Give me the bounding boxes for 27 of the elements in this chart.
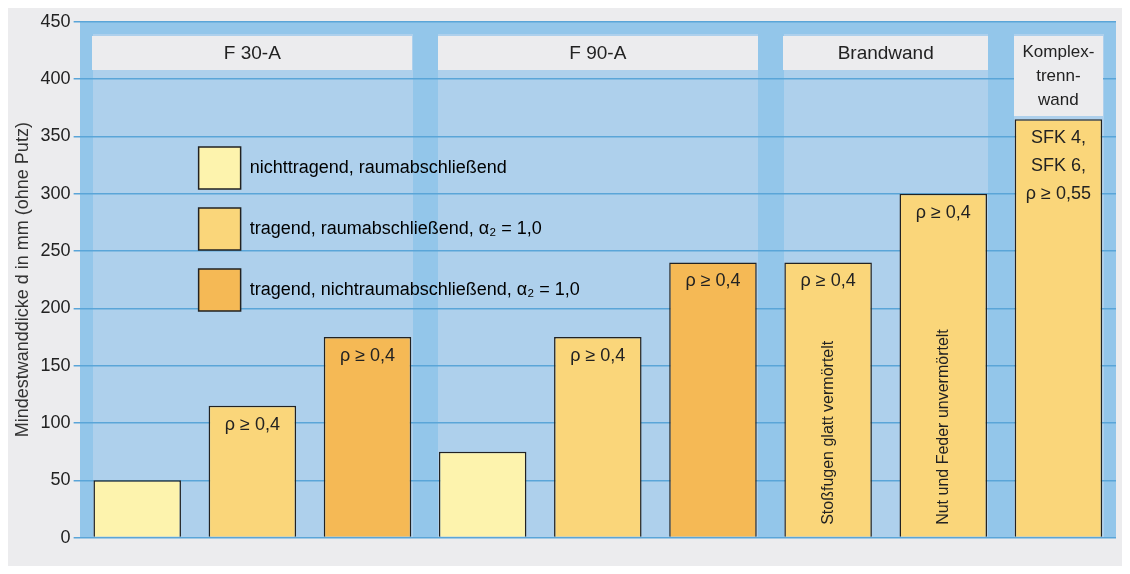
y-tick-label: 150 — [40, 354, 71, 375]
data-label: ρ ≥ 0,4 — [800, 270, 856, 291]
legend-label: nichttragend, raumabschließend — [249, 156, 507, 177]
data-label: ρ ≥ 0,4 — [570, 344, 626, 365]
y-tick-label: 400 — [40, 68, 71, 89]
y-tick-label: 300 — [40, 182, 71, 203]
annotation: Stoßfugen glatt vermörtelt — [818, 340, 836, 525]
annotation: Nut und Feder unvermörtelt — [933, 328, 951, 525]
header-box: Brandwand — [783, 35, 988, 70]
legend-label: tragend, nichtraumabschließend, α₂ = 1,0 — [249, 278, 580, 299]
header-box: Komplex- trenn- wand — [1013, 35, 1104, 116]
data-label: ρ ≥ 0,4 — [685, 270, 741, 291]
y-tick-label: 50 — [50, 469, 71, 490]
y-tick-label: 0 — [60, 526, 71, 547]
y-tick-label: 450 — [40, 10, 71, 31]
data-label: ρ ≥ 0,4 — [915, 201, 971, 222]
y-axis-title: Mindestwanddicke d in mm (ohne Putz) — [11, 122, 32, 438]
y-tick-label: 250 — [40, 240, 71, 261]
y-tick-label: 350 — [40, 125, 71, 146]
header-box: F 90-A — [437, 35, 758, 70]
header-box: F 30-A — [92, 35, 413, 70]
y-tick-label: 100 — [40, 411, 71, 432]
y-tick-label: 200 — [40, 297, 71, 318]
data-label: SFK 4, SFK 6, ρ ≥ 0,55 — [1025, 127, 1091, 204]
data-label: ρ ≥ 0,4 — [224, 413, 280, 434]
data-label: ρ ≥ 0,4 — [339, 344, 396, 365]
legend-label: tragend, raumabschließend, α₂ = 1,0 — [249, 217, 542, 238]
